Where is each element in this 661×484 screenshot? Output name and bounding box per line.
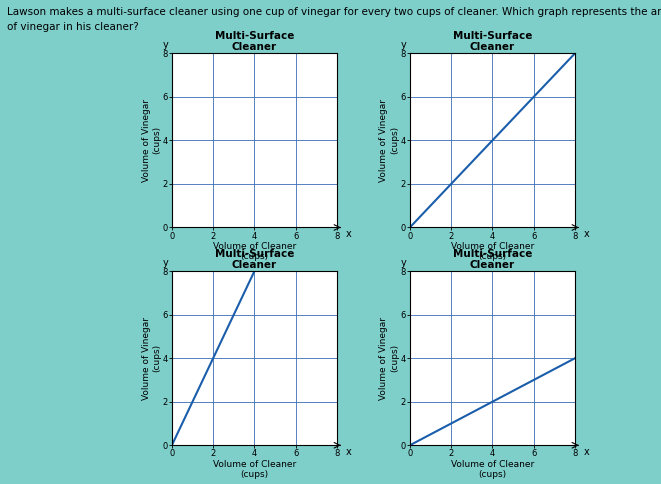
Y-axis label: Volume of Vinegar
(cups): Volume of Vinegar (cups): [141, 99, 161, 182]
Text: x: x: [584, 447, 589, 457]
Text: Lawson makes a multi-surface cleaner using one cup of vinegar for every two cups: Lawson makes a multi-surface cleaner usi…: [7, 7, 661, 17]
Y-axis label: Volume of Vinegar
(cups): Volume of Vinegar (cups): [379, 317, 399, 400]
Text: of vinegar in his cleaner?: of vinegar in his cleaner?: [7, 22, 138, 32]
X-axis label: Volume of Cleaner
(cups): Volume of Cleaner (cups): [213, 460, 296, 479]
Y-axis label: Volume of Vinegar
(cups): Volume of Vinegar (cups): [379, 99, 399, 182]
Title: Multi-Surface
Cleaner: Multi-Surface Cleaner: [453, 31, 532, 52]
Title: Multi-Surface
Cleaner: Multi-Surface Cleaner: [215, 31, 294, 52]
X-axis label: Volume of Cleaner
(cups): Volume of Cleaner (cups): [451, 242, 534, 261]
Text: W.: W.: [247, 301, 262, 311]
Text: y: y: [401, 40, 407, 50]
Text: x: x: [584, 229, 589, 240]
Text: x: x: [346, 447, 351, 457]
Text: y: y: [163, 40, 169, 50]
Text: X.: X.: [486, 301, 499, 311]
Title: Multi-Surface
Cleaner: Multi-Surface Cleaner: [453, 249, 532, 270]
Title: Multi-Surface
Cleaner: Multi-Surface Cleaner: [215, 249, 294, 270]
Text: x: x: [346, 229, 351, 240]
X-axis label: Volume of Cleaner
(cups): Volume of Cleaner (cups): [213, 242, 296, 261]
X-axis label: Volume of Cleaner
(cups): Volume of Cleaner (cups): [451, 460, 534, 479]
Text: y: y: [163, 257, 169, 268]
Y-axis label: Volume of Vinegar
(cups): Volume of Vinegar (cups): [141, 317, 161, 400]
Text: y: y: [401, 257, 407, 268]
